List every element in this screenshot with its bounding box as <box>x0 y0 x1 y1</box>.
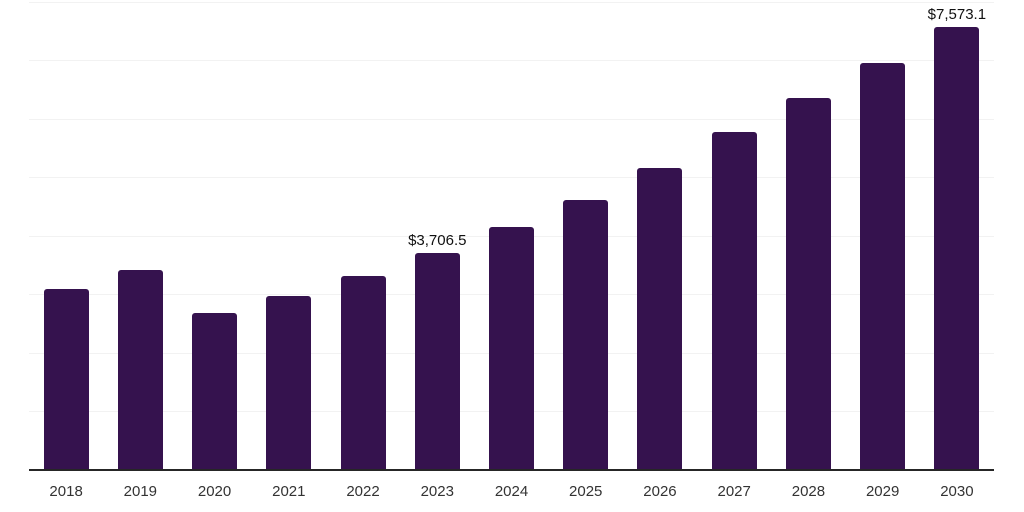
gridline <box>29 1 994 3</box>
x-tick-label-2029: 2029 <box>865 483 900 500</box>
bar-2018 <box>43 289 89 470</box>
bar-2026 <box>637 167 683 470</box>
value-label-2023: $3,706.5 <box>408 232 467 250</box>
bar-2020 <box>192 313 238 470</box>
bar-2028 <box>785 97 831 470</box>
gridline <box>29 177 994 178</box>
x-tick-label-2023: 2023 <box>420 483 454 500</box>
gridline <box>29 118 994 120</box>
x-tick-label-2018: 2018 <box>49 483 83 500</box>
x-tick-label-2030: 2030 <box>940 483 974 500</box>
x-tick-label-2027: 2027 <box>717 483 751 500</box>
gridline <box>29 60 994 61</box>
bar-2023 <box>414 253 460 470</box>
bar-2029 <box>860 62 906 470</box>
x-tick-label-2022: 2022 <box>346 483 380 500</box>
x-tick-label-2026: 2026 <box>643 483 677 500</box>
value-label-2030: $7,573.1 <box>927 5 987 23</box>
x-tick-label-2024: 2024 <box>494 483 529 500</box>
bar-2025 <box>563 199 609 470</box>
x-tick-label-2019: 2019 <box>123 483 158 500</box>
x-tick-label-2025: 2025 <box>569 483 603 500</box>
bar-2022 <box>340 275 386 470</box>
x-tick-label-2020: 2020 <box>197 483 232 500</box>
x-axis-line <box>29 469 994 471</box>
bar-2027 <box>711 131 757 470</box>
x-tick-label-2028: 2028 <box>791 483 826 500</box>
bar-2024 <box>489 227 534 470</box>
bar-2030 <box>934 26 980 470</box>
x-tick-label-2021: 2021 <box>272 483 306 500</box>
bar-2021 <box>266 295 312 470</box>
bar-2019 <box>117 270 163 470</box>
